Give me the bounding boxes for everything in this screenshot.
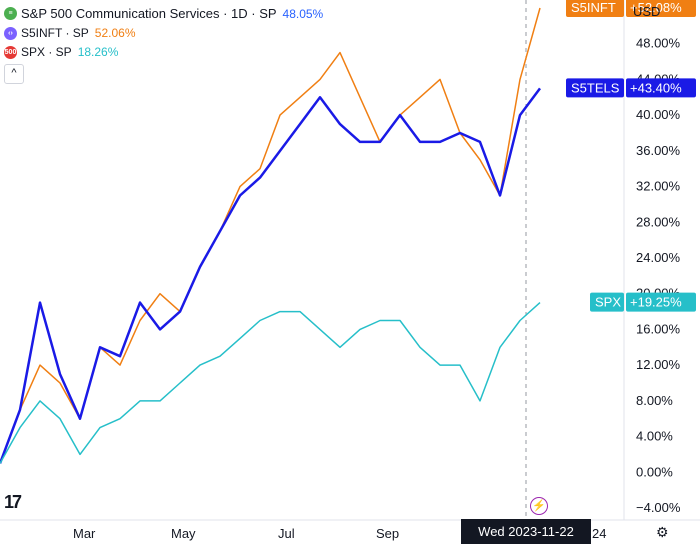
y-tick-label: 24.00%	[636, 250, 681, 265]
x-tick-label: May	[171, 526, 196, 541]
last-value-tag	[626, 78, 696, 98]
spx-icon: 500	[4, 45, 17, 59]
series-line-spx	[0, 302, 541, 464]
last-value-tag	[626, 292, 696, 312]
legend-spx[interactable]: 500 SPX · SP 18.26%	[4, 45, 118, 59]
series-name-text: SPX	[595, 295, 621, 310]
series-line-s5inft	[0, 7, 541, 464]
currency-label[interactable]: USD	[633, 4, 661, 19]
tradingview-logo[interactable]: 17	[4, 492, 22, 512]
gear-icon[interactable]: ⚙	[656, 524, 669, 540]
y-tick-label: 0.00%	[636, 464, 673, 479]
last-value-text: +19.25%	[630, 295, 682, 310]
series-name-tag	[566, 0, 624, 17]
y-tick-label: −4.00%	[636, 500, 681, 515]
y-tick-label: 8.00%	[636, 393, 673, 408]
legend-s5inft-value: 52.06%	[94, 26, 136, 40]
y-tick-label: 36.00%	[636, 143, 681, 158]
y-tick-label: 16.00%	[636, 321, 681, 336]
y-tick-label: 12.00%	[636, 357, 681, 372]
last-value-tag	[626, 0, 696, 17]
series-name-text: S5INFT	[571, 0, 616, 15]
series-name-text: S5TELS	[571, 80, 620, 95]
series-name-tag	[566, 78, 624, 98]
series-name-tag	[590, 292, 624, 312]
flash-icon[interactable]: ⚡	[530, 497, 548, 515]
x-tick-label: Sep	[376, 526, 400, 541]
price-axis: −4.00%0.00%4.00%8.00%12.00%16.00%20.00%2…	[636, 0, 681, 515]
list-icon: ≡	[4, 7, 17, 20]
legend-spx-title: SPX · SP	[21, 45, 72, 59]
legend-main-title: S&P 500 Communication Services · 1D · SP	[21, 6, 277, 21]
crosshair-date-label: Wed 2023-11-22	[461, 519, 591, 544]
legend-spx-value: 18.26%	[77, 45, 119, 59]
legend-main[interactable]: ≡ S&P 500 Communication Services · 1D · …	[4, 6, 323, 21]
code-icon: ‹›	[4, 26, 17, 40]
y-tick-label: 32.00%	[636, 179, 681, 194]
series-line-s5tels	[0, 87, 542, 464]
x-tick-label: 24	[592, 526, 607, 541]
last-value-labels: S5INFT +52.08% S5TELS +43.40% SPX +19.25%	[566, 0, 696, 312]
legend-s5inft-title: S5INFT · SP	[21, 26, 89, 40]
y-tick-label: 40.00%	[636, 107, 681, 122]
legend-s5inft[interactable]: ‹› S5INFT · SP 52.06%	[4, 26, 136, 40]
last-value-text: +43.40%	[630, 80, 682, 95]
x-tick-label: Jul	[278, 526, 295, 541]
series-lines	[0, 7, 542, 464]
x-tick-label: Mar	[73, 526, 96, 541]
y-tick-label: 48.00%	[636, 36, 681, 51]
legend-main-value: 48.05%	[282, 6, 324, 21]
y-tick-label: 28.00%	[636, 214, 681, 229]
y-tick-label: 4.00%	[636, 429, 673, 444]
last-value-text: +52.08%	[630, 0, 682, 15]
collapse-legend-button[interactable]: ^	[4, 64, 24, 84]
